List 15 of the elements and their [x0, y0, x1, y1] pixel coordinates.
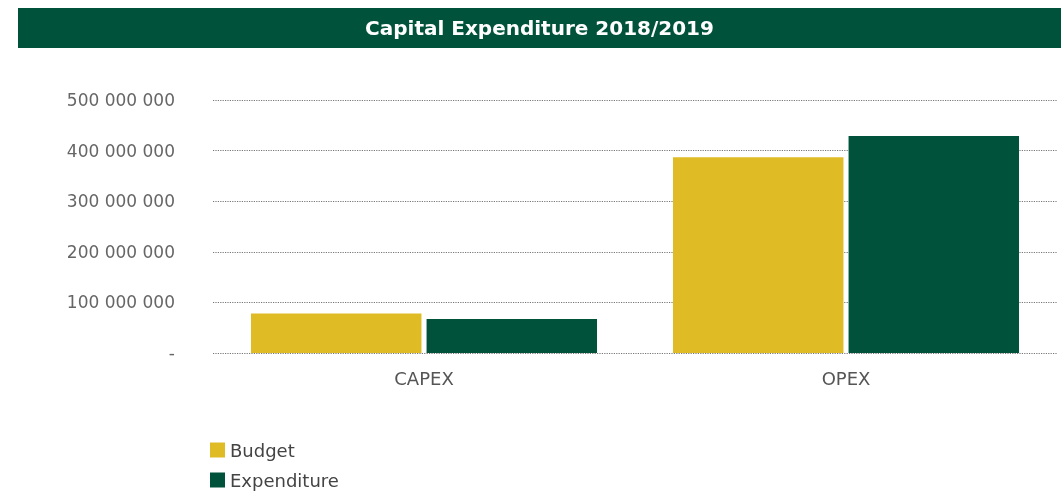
x-tick-label: CAPEX: [394, 367, 454, 389]
y-tick-label: 200 000 000: [66, 241, 175, 262]
bar: [672, 157, 844, 353]
y-tick-label: 300 000 000: [66, 191, 175, 212]
y-tick-label: -: [168, 343, 175, 363]
legend-label: Expenditure: [230, 469, 339, 491]
y-tick-label: 500 000 000: [66, 90, 175, 110]
bar: [848, 135, 1020, 353]
legend-label: Budget: [230, 439, 295, 461]
x-tick-label: OPEX: [821, 367, 871, 389]
bar: [426, 319, 598, 353]
chart-title: Capital Expenditure 2018/2019: [18, 8, 1061, 48]
bar: [250, 313, 422, 353]
y-tick-label: 400 000 000: [66, 140, 175, 161]
y-tick-label: 100 000 000: [66, 292, 175, 313]
